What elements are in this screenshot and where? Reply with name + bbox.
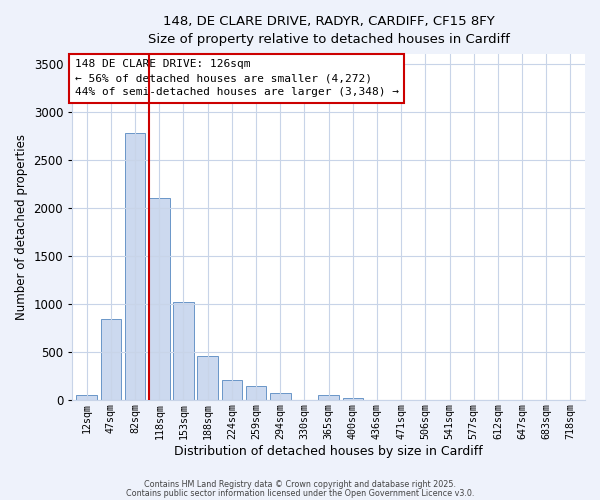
Text: Contains public sector information licensed under the Open Government Licence v3: Contains public sector information licen… [126, 488, 474, 498]
Text: 148 DE CLARE DRIVE: 126sqm
← 56% of detached houses are smaller (4,272)
44% of s: 148 DE CLARE DRIVE: 126sqm ← 56% of deta… [75, 60, 399, 98]
Bar [101, 319, 121, 400]
Bar [270, 394, 290, 400]
Bar [221, 380, 242, 400]
Bar [149, 198, 170, 400]
Bar [246, 386, 266, 400]
Bar [173, 302, 194, 400]
Bar [76, 395, 97, 400]
Bar [197, 356, 218, 400]
Bar [125, 134, 145, 400]
Text: Contains HM Land Registry data © Crown copyright and database right 2025.: Contains HM Land Registry data © Crown c… [144, 480, 456, 489]
X-axis label: Distribution of detached houses by size in Cardiff: Distribution of detached houses by size … [174, 444, 483, 458]
Bar [343, 398, 363, 400]
Y-axis label: Number of detached properties: Number of detached properties [15, 134, 28, 320]
Title: 148, DE CLARE DRIVE, RADYR, CARDIFF, CF15 8FY
Size of property relative to detac: 148, DE CLARE DRIVE, RADYR, CARDIFF, CF1… [148, 15, 509, 46]
Bar [319, 395, 339, 400]
